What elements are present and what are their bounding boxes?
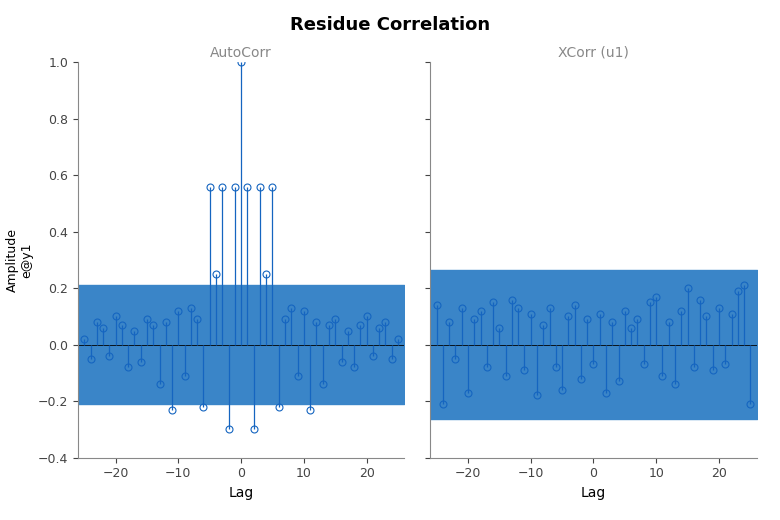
Text: Residue Correlation: Residue Correlation [290, 16, 490, 34]
X-axis label: Lag: Lag [229, 486, 254, 500]
X-axis label: Lag: Lag [581, 486, 606, 500]
Title: AutoCorr: AutoCorr [211, 46, 272, 60]
Title: XCorr (u1): XCorr (u1) [558, 46, 629, 60]
Y-axis label: Amplitude
e@y1: Amplitude e@y1 [5, 228, 34, 292]
